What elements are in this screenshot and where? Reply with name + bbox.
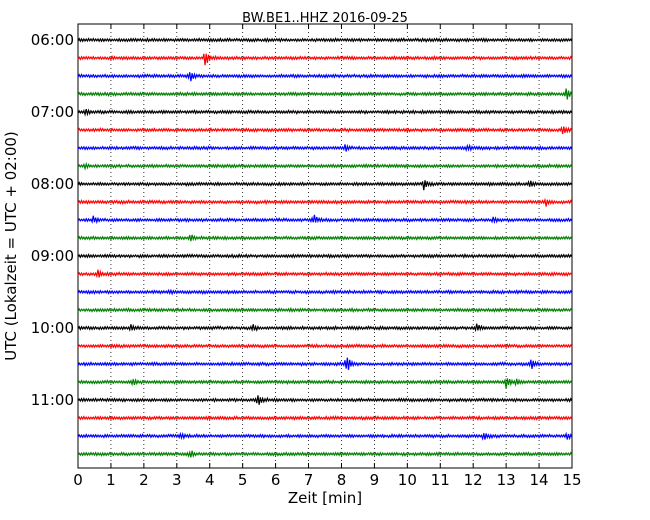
trace-line xyxy=(77,214,573,225)
trace-line xyxy=(77,88,573,100)
trace-line xyxy=(77,414,573,422)
x-tick-label: 6 xyxy=(271,471,281,489)
trace-line xyxy=(77,234,573,242)
x-tick-label: 0 xyxy=(73,471,83,489)
x-tick-label: 9 xyxy=(370,471,380,489)
x-tick-label: 15 xyxy=(562,471,581,489)
trace-line xyxy=(77,143,573,153)
x-tick-label: 10 xyxy=(398,471,417,489)
x-axis-label: Zeit [min] xyxy=(288,489,362,507)
x-tick-label: 3 xyxy=(172,471,182,489)
y-tick-label: 10:00 xyxy=(31,319,74,337)
trace-line xyxy=(77,53,573,66)
trace-line xyxy=(77,395,573,405)
x-tick-label: 12 xyxy=(464,471,483,489)
trace-line xyxy=(77,377,573,389)
trace-line xyxy=(77,161,573,171)
trace-line xyxy=(77,323,573,333)
trace-line xyxy=(77,342,573,349)
y-axis-label: UTC (Lokalzeit = UTC + 02:00) xyxy=(2,131,20,361)
x-tick-label: 8 xyxy=(337,471,347,489)
y-tick-label: 06:00 xyxy=(31,31,74,49)
x-tick-label: 11 xyxy=(431,471,450,489)
plot-frame xyxy=(77,23,573,469)
trace-line xyxy=(77,269,573,279)
x-tick-label: 1 xyxy=(106,471,116,489)
seismic-traces xyxy=(77,36,573,459)
trace-line xyxy=(77,450,573,459)
trace-line xyxy=(77,357,573,370)
trace-line xyxy=(77,253,573,260)
trace-line xyxy=(77,72,573,82)
chart-title: BW.BE1..HHZ 2016-09-25 xyxy=(242,11,408,26)
trace-line xyxy=(77,197,573,207)
x-tick-label: 14 xyxy=(530,471,549,489)
trace-line xyxy=(77,431,573,441)
y-tick-label: 11:00 xyxy=(31,391,74,409)
x-tick-label: 5 xyxy=(238,471,248,489)
trace-line xyxy=(77,288,573,296)
y-axis-ticks: 06:00 07:00 08:00 09:00 10:00 11:00 xyxy=(31,31,572,409)
x-tick-label: 13 xyxy=(497,471,516,489)
x-axis-ticks: 0 1 2 3 4 5 6 7 8 9 10 11 12 13 14 15 xyxy=(73,24,582,489)
y-tick-label: 09:00 xyxy=(31,247,74,265)
x-tick-label: 4 xyxy=(205,471,215,489)
trace-line xyxy=(77,36,573,43)
trace-line xyxy=(77,108,573,117)
x-tick-label: 2 xyxy=(139,471,149,489)
y-tick-label: 08:00 xyxy=(31,175,74,193)
trace-line xyxy=(77,125,573,135)
y-tick-label: 07:00 xyxy=(31,103,74,121)
x-tick-label: 7 xyxy=(304,471,314,489)
trace-line xyxy=(77,306,573,313)
trace-line xyxy=(77,179,573,191)
